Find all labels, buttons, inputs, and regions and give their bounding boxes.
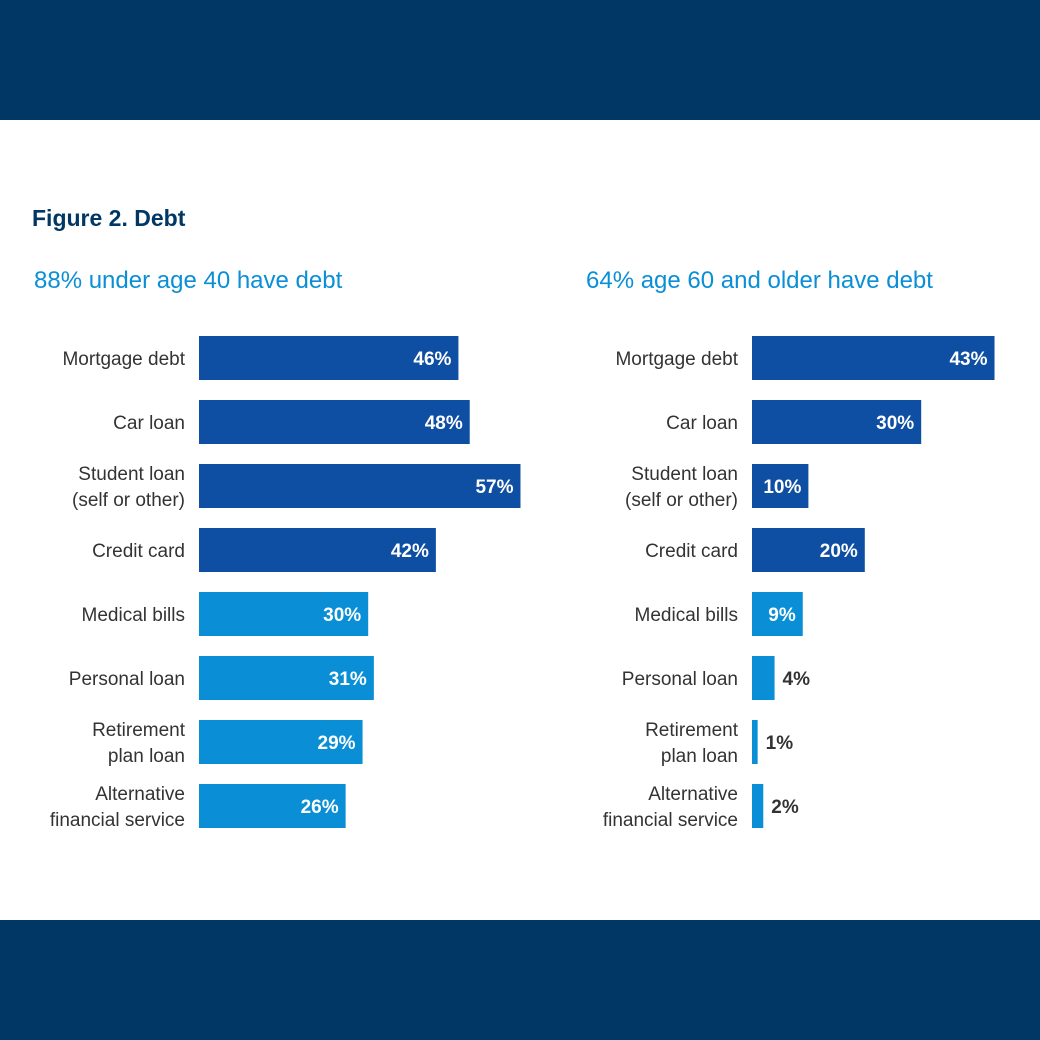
under-40-value-label-5: 30% bbox=[323, 605, 361, 626]
under-40-category-label-7-line-2: plan loan bbox=[108, 746, 185, 767]
under-40-value-label-3: 57% bbox=[475, 477, 513, 498]
under-40-value-label-4: 42% bbox=[391, 541, 429, 562]
age-60-plus-value-label-4: 20% bbox=[820, 541, 858, 562]
chart-title-60-and-older: 64% age 60 and older have debt bbox=[586, 267, 933, 294]
under-40-value-label-7: 29% bbox=[318, 733, 356, 754]
bottom-banner bbox=[0, 920, 1040, 1040]
under-40-bar-2 bbox=[199, 400, 470, 444]
under-40-category-label-6: Personal loan bbox=[69, 669, 185, 690]
age-60-plus-category-label-8-line-2: financial service bbox=[603, 810, 738, 831]
chart-60-and-older-plot: Mortgage debt 43% Car loan 30% Student loan (… bbox=[603, 336, 995, 831]
age-60-plus-value-label-6: 4% bbox=[783, 669, 811, 690]
age-60-plus-value-label-2: 30% bbox=[876, 413, 914, 434]
age-60-plus-bar-2 bbox=[752, 400, 922, 444]
age-60-plus-category-label-3-line-1: Student loan bbox=[631, 464, 738, 485]
age-60-plus-value-label-1: 43% bbox=[949, 349, 987, 370]
age-60-plus-bar-6 bbox=[752, 656, 775, 700]
age-60-plus-value-label-3: 10% bbox=[763, 477, 801, 498]
age-60-plus-category-label-4: Credit card bbox=[645, 541, 738, 562]
age-60-plus-bar-1 bbox=[752, 336, 995, 380]
under-40-category-label-2: Car loan bbox=[113, 413, 185, 434]
chart-under-40: 88% under age 40 have debt Mortgage debt… bbox=[0, 262, 530, 852]
age-60-plus-bar-4 bbox=[752, 528, 865, 572]
under-40-category-label-1: Mortgage debt bbox=[62, 349, 185, 370]
under-40-bar-1 bbox=[199, 336, 459, 380]
under-40-category-label-8-line-2: financial service bbox=[50, 810, 185, 831]
chart-60-and-older: 64% age 60 and older have debt Mortgage … bbox=[552, 262, 1040, 852]
figure-title: Figure 2. Debt bbox=[32, 205, 186, 231]
age-60-plus-category-label-3-line-2: (self or other) bbox=[625, 490, 738, 511]
age-60-plus-bar-8 bbox=[752, 784, 764, 828]
chart-title-under-40: 88% under age 40 have debt bbox=[34, 267, 343, 294]
under-40-bar-4 bbox=[199, 528, 436, 572]
age-60-plus-category-label-7-line-1: Retirement bbox=[645, 720, 739, 741]
age-60-plus-bar-5 bbox=[752, 592, 803, 636]
age-60-plus-bar-3 bbox=[752, 464, 809, 508]
under-40-category-label-3-line-2: (self or other) bbox=[72, 490, 185, 511]
chart-under-40-plot: Mortgage debt 46% Car loan 48% Student loan (… bbox=[50, 336, 521, 831]
under-40-value-label-6: 31% bbox=[329, 669, 367, 690]
under-40-bar-3 bbox=[199, 464, 521, 508]
age-60-plus-category-label-5: Medical bills bbox=[635, 605, 738, 626]
age-60-plus-category-label-2: Car loan bbox=[666, 413, 738, 434]
age-60-plus-value-label-8: 2% bbox=[771, 797, 799, 818]
top-banner bbox=[0, 0, 1040, 120]
age-60-plus-value-label-5: 9% bbox=[768, 605, 796, 626]
under-40-category-label-4: Credit card bbox=[92, 541, 185, 562]
age-60-plus-category-label-7-line-2: plan loan bbox=[661, 746, 738, 767]
under-40-bar-6 bbox=[199, 656, 374, 700]
age-60-plus-category-label-8-line-1: Alternative bbox=[648, 784, 738, 805]
under-40-category-label-8-line-1: Alternative bbox=[95, 784, 185, 805]
under-40-value-label-2: 48% bbox=[425, 413, 463, 434]
under-40-category-label-5: Medical bills bbox=[82, 605, 185, 626]
age-60-plus-category-label-6: Personal loan bbox=[622, 669, 738, 690]
under-40-bar-7 bbox=[199, 720, 363, 764]
under-40-value-label-8: 26% bbox=[301, 797, 339, 818]
age-60-plus-bar-7 bbox=[752, 720, 758, 764]
under-40-value-label-1: 46% bbox=[413, 349, 451, 370]
under-40-bar-8 bbox=[199, 784, 346, 828]
under-40-category-label-7-line-1: Retirement bbox=[92, 720, 186, 741]
age-60-plus-category-label-1: Mortgage debt bbox=[615, 349, 738, 370]
age-60-plus-value-label-7: 1% bbox=[766, 733, 794, 754]
under-40-bar-5 bbox=[199, 592, 369, 636]
under-40-category-label-3-line-1: Student loan bbox=[78, 464, 185, 485]
